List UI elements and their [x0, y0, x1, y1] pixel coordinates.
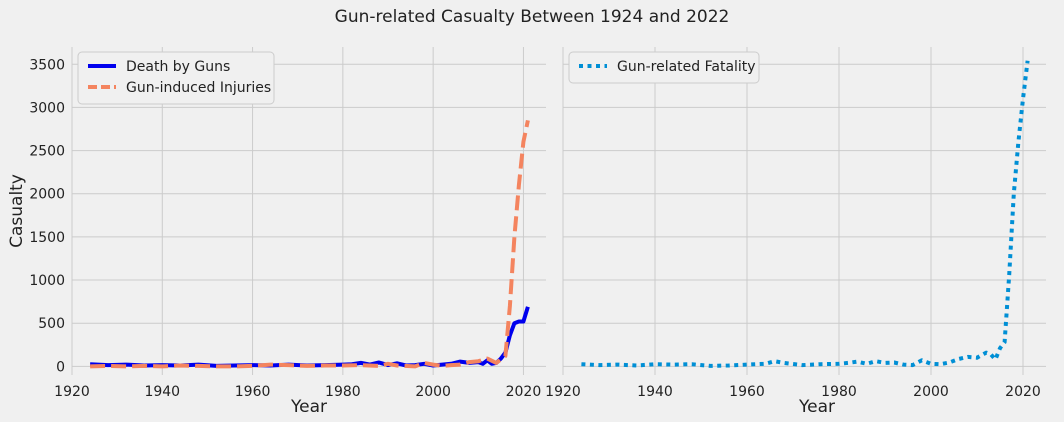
x-tick-label: 2000	[415, 384, 451, 400]
legend-box	[568, 51, 760, 84]
y-tick-label: 0	[56, 359, 65, 375]
legend-box	[77, 51, 275, 105]
x-tick-label: 1940	[144, 384, 180, 400]
series-line	[90, 119, 530, 369]
x-tick-label: 2020	[1005, 384, 1041, 400]
legend-label: Gun-related Fatality	[617, 59, 756, 75]
right-legend: Gun-related Fatality	[568, 51, 760, 84]
left-x-axis-label: Year	[290, 397, 327, 417]
left-subplot: 0 500 1000 1500 2000 2500 3000 3500 1920 1940 196…	[7, 47, 546, 417]
x-tick-label: 1920	[545, 384, 581, 400]
x-tick-label: 1980	[325, 384, 361, 400]
right-subplot: 1920 1940 1960 1980 2000 2020 Year Gun-relate…	[545, 47, 1046, 417]
y-tick-label: 2000	[29, 187, 65, 203]
left-x-ticks: 1920 1940 1960 1980 2000 2020	[54, 384, 541, 400]
y-axis-label: Casualty	[7, 174, 27, 248]
right-x-ticks: 1920 1940 1960 1980 2000 2020	[545, 384, 1041, 400]
left-legend: Death by Guns Gun-induced Injuries	[77, 51, 275, 105]
x-tick-label: 1940	[637, 384, 673, 400]
x-tick-label: 2020	[506, 384, 542, 400]
x-tick-label: 2000	[913, 384, 949, 400]
legend-label: Death by Guns	[126, 59, 230, 75]
y-tick-label: 1500	[29, 230, 65, 246]
left-series	[90, 119, 530, 369]
y-tick-label: 3500	[29, 57, 65, 73]
y-tick-label: 3000	[29, 100, 65, 116]
y-tick-label: 1000	[29, 273, 65, 289]
chart-title: Gun-related Casualty Between 1924 and 20…	[335, 7, 730, 27]
x-tick-label: 1960	[729, 384, 765, 400]
y-tick-label: 2500	[29, 144, 65, 160]
x-tick-label: 1960	[235, 384, 271, 400]
x-tick-label: 1920	[54, 384, 90, 400]
right-x-axis-label: Year	[798, 397, 835, 417]
legend-label: Gun-induced Injuries	[126, 80, 271, 96]
y-tick-label: 500	[38, 316, 65, 332]
x-tick-label: 1980	[821, 384, 857, 400]
left-y-ticks: 0 500 1000 1500 2000 2500 3000 3500	[29, 57, 65, 375]
